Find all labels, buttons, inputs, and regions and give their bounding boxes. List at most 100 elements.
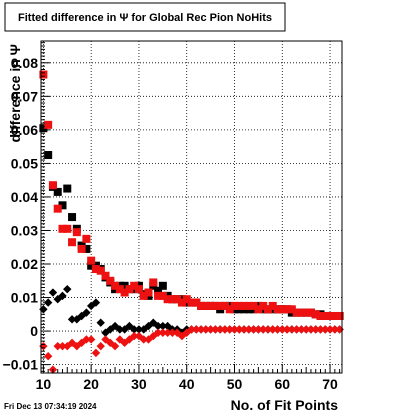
series-1-point [287,305,296,314]
series-3-point [321,325,330,334]
series-0-point [53,187,62,196]
x-tick-label: 30 [131,376,147,392]
series-3-point [330,325,340,334]
series-3-point [292,325,301,334]
series-1-point [163,295,172,304]
series-0-point [39,124,48,133]
series-3-point [249,325,258,334]
series-3-point [153,328,163,337]
series-3-point [235,325,244,334]
series-1-point [182,295,191,304]
series-1-point [216,301,225,310]
series-1-point [283,305,292,314]
series-3-point [278,325,287,334]
x-tick-label: 50 [227,376,243,392]
series-3-point [91,348,101,358]
series-0-point [82,244,91,253]
series-3-point [316,325,325,334]
series-1-point [87,256,96,265]
x-tick-label: 70 [322,376,338,392]
series-3-point [110,341,120,351]
series-1-point [206,301,215,310]
series-3-point [211,325,220,334]
series-2-point [43,298,53,307]
series-3-point [306,325,316,334]
series-1-point [225,305,234,314]
series-2-point [96,318,105,327]
series-3-point [43,352,53,361]
series-3-point [287,325,297,334]
series-1-point [321,311,330,320]
series-2-point [48,288,58,297]
series-3-point [129,331,139,341]
series-2-point [134,325,144,334]
series-1-point [302,308,311,317]
series-1-point [249,301,258,310]
series-2-point [125,321,134,331]
series-1-point [187,298,196,307]
x-tick-label: 40 [179,376,195,392]
series-3-point [225,325,234,334]
series-1-point [306,308,315,317]
series-1-point [44,120,53,129]
series-3-point [125,335,134,344]
series-3-point [82,335,91,344]
series-1-point [211,301,220,310]
series-2-point [163,321,172,331]
x-axis-title: No. of Fit Points [231,397,339,413]
series-2-point [82,308,91,317]
series-1-point [254,305,263,314]
series-1-point [39,70,48,79]
x-tick-label: 20 [83,376,99,392]
series-3-point [268,325,277,334]
series-1-point [139,291,148,300]
series-3-point [215,325,225,334]
series-3-point [192,325,201,334]
series-1-point [326,311,335,320]
series-2-point [58,291,67,301]
series-3-point [86,335,96,344]
series-3-point [196,325,206,334]
series-3-point [254,325,263,334]
y-tick-label: 0.08 [11,55,38,71]
series-1-point [330,311,339,320]
series-1-point [120,288,129,297]
y-tick-label: 0.03 [11,222,38,238]
series-3-point [187,325,196,334]
series-1-point [158,291,167,300]
series-1-point [125,285,134,294]
series-3-point [139,335,148,344]
series-3-point [163,328,172,337]
series-1-point [273,305,282,314]
series-3-point [273,325,282,334]
y-tick-label: 0.01 [11,290,38,306]
series-3-point [244,325,254,334]
series-2-point [63,284,72,294]
series-1-point [263,305,272,314]
series-2-point [129,325,139,334]
series-1-point [197,301,206,310]
series-1-point [68,238,77,247]
series-1-point [316,311,325,320]
series-2-point [115,325,125,334]
y-tick-label: 0.07 [11,88,38,104]
series-1-point [149,278,158,287]
series-3-point [263,325,273,334]
series-3-point [282,325,292,334]
series-3-point [258,325,268,334]
series-1-point [91,265,100,274]
data-markers [39,70,344,374]
title-box [4,2,286,32]
series-0-point [63,184,72,193]
series-1-point [72,228,81,237]
series-1-point [130,281,139,290]
series-3-point [201,325,211,334]
series-3-point [96,341,105,351]
series-1-point [106,276,115,285]
series-3-point [144,335,153,344]
series-1-point [53,204,62,213]
series-3-point [168,328,177,337]
series-3-point [230,325,239,334]
series-1-point [111,281,120,290]
series-1-point [115,285,124,294]
